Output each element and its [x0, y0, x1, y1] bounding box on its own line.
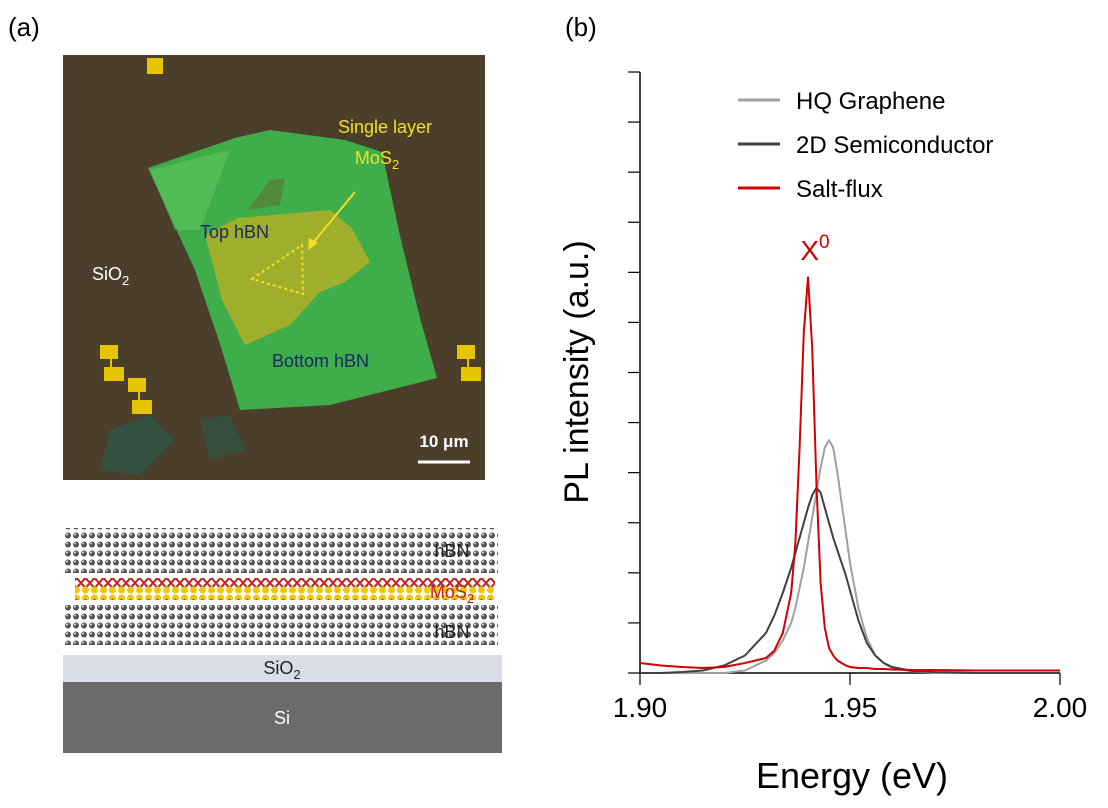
panel-label: (a): [8, 12, 40, 42]
label-text: MoS: [355, 148, 392, 168]
label-sub: 2: [293, 667, 300, 682]
label-text: MoS: [430, 582, 467, 602]
label-sub: 2: [392, 157, 399, 172]
series-line: [640, 486, 1060, 674]
annotation-sup: 0: [819, 232, 830, 253]
layer-label: SiO2: [263, 658, 300, 682]
micrograph-label: MoS2: [355, 148, 399, 172]
x-tick-label: 1.95: [823, 692, 878, 723]
schematic: hBN MoS2 hBN SiO2 Si: [63, 528, 502, 753]
legend-label: HQ Graphene: [796, 88, 945, 115]
x-tick-label: 2.00: [1033, 692, 1088, 723]
legend-label: 2D Semiconductor: [796, 132, 993, 159]
label-sub: 2: [467, 591, 474, 606]
series-line: [640, 439, 1060, 674]
label-sub: 2: [122, 273, 129, 288]
peak-annotation: X0: [800, 232, 829, 266]
micrograph-label: Top hBN: [200, 222, 269, 242]
series-line: [639, 276, 1060, 672]
micrograph-label: SiO2: [92, 264, 129, 288]
micrograph-label: Single layer: [338, 117, 432, 137]
layer-label: hBN: [434, 622, 469, 642]
micrograph-label: Bottom hBN: [272, 351, 369, 371]
label-text: SiO: [263, 658, 293, 678]
annotation-text: X: [800, 235, 819, 266]
layer-label: MoS2: [430, 582, 474, 606]
y-axis-label: PL intensity (a.u.): [558, 240, 596, 503]
label-text: SiO: [92, 264, 122, 284]
scale-bar-label: 10 μm: [419, 432, 468, 451]
x-axis-label: Energy (eV): [756, 755, 948, 796]
legend-label: Salt-flux: [796, 176, 883, 203]
x-tick-label: 1.90: [613, 692, 668, 723]
layer-label: Si: [274, 708, 290, 728]
micrograph: Single layer MoS2 Top hBN SiO2 Bottom hB…: [63, 55, 485, 480]
panel-label: (b): [565, 12, 597, 42]
layer-label: hBN: [434, 541, 469, 561]
